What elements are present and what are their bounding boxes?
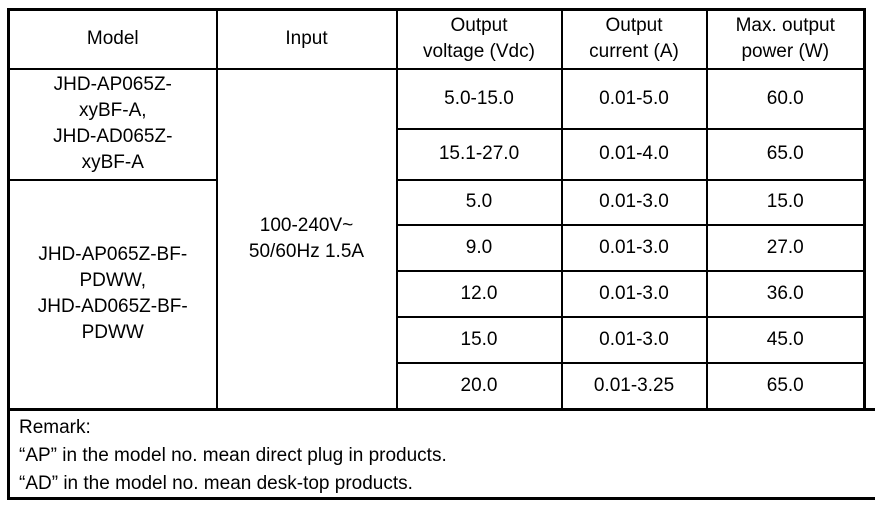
- current-cell: 0.01-3.0: [560, 223, 708, 272]
- col-header-voltage: Output voltage (Vdc): [395, 8, 563, 70]
- voltage-cell: 12.0: [395, 269, 563, 318]
- power-cell: 36.0: [705, 269, 866, 318]
- current-cell: 0.01-3.0: [560, 315, 708, 364]
- voltage-cell: 5.0-15.0: [395, 67, 563, 130]
- voltage-cell: 9.0: [395, 223, 563, 272]
- current-cell: 0.01-5.0: [560, 67, 708, 130]
- remark-section: Remark: “AP” in the model no. mean direc…: [7, 408, 875, 500]
- table-row: JHD-AP065Z- xyBF-A, JHD-AD065Z- xyBF-A 1…: [7, 67, 866, 411]
- table-row: JHD-AP065Z-BF- PDWW, JHD-AD065Z-BF- PDWW…: [7, 178, 866, 411]
- current-cell: 0.01-3.25: [560, 361, 708, 411]
- remark-title: Remark:: [19, 417, 91, 438]
- voltage-cell: 15.1-27.0: [395, 127, 563, 181]
- current-cell: 0.01-3.0: [560, 269, 708, 318]
- power-cell: 65.0: [705, 127, 866, 181]
- voltage-cell: 5.0: [395, 178, 563, 226]
- current-cell: 0.01-4.0: [560, 127, 708, 181]
- col-header-power: Max. output power (W): [705, 8, 866, 70]
- remark-line-ad: “AD” in the model no. mean desk-top prod…: [19, 473, 413, 494]
- power-cell: 15.0: [705, 178, 866, 226]
- remark-line-ap: “AP” in the model no. mean direct plug i…: [19, 445, 447, 466]
- model-group-cell: JHD-AP065Z-BF- PDWW, JHD-AD065Z-BF- PDWW: [7, 178, 218, 411]
- power-cell: 65.0: [705, 361, 866, 411]
- spec-table: Model Input Output voltage (Vdc) Output …: [7, 8, 866, 411]
- power-cell: 27.0: [705, 223, 866, 272]
- table-row: 15.0 0.01-3.0 45.0: [9, 315, 866, 364]
- model-group-cell: JHD-AP065Z- xyBF-A, JHD-AD065Z- xyBF-A: [7, 67, 218, 181]
- header-row: Model Input Output voltage (Vdc) Output …: [7, 8, 866, 70]
- power-cell: 60.0: [705, 67, 866, 130]
- col-header-model: Model: [7, 8, 218, 70]
- table-row: 12.0 0.01-3.0 36.0: [9, 269, 866, 318]
- current-cell: 0.01-3.0: [560, 178, 708, 226]
- power-cell: 45.0: [705, 315, 866, 364]
- input-cell: 100-240V~ 50/60Hz 1.5A: [215, 67, 398, 411]
- col-header-current: Output current (A): [560, 8, 708, 70]
- table-row: 9.0 0.01-3.0 27.0: [9, 223, 866, 272]
- voltage-cell: 15.0: [395, 315, 563, 364]
- voltage-cell: 20.0: [395, 361, 563, 411]
- col-header-input: Input: [215, 8, 398, 70]
- table-row: 20.0 0.01-3.25 65.0: [9, 361, 866, 411]
- table-row: 15.1-27.0 0.01-4.0 65.0: [9, 127, 866, 181]
